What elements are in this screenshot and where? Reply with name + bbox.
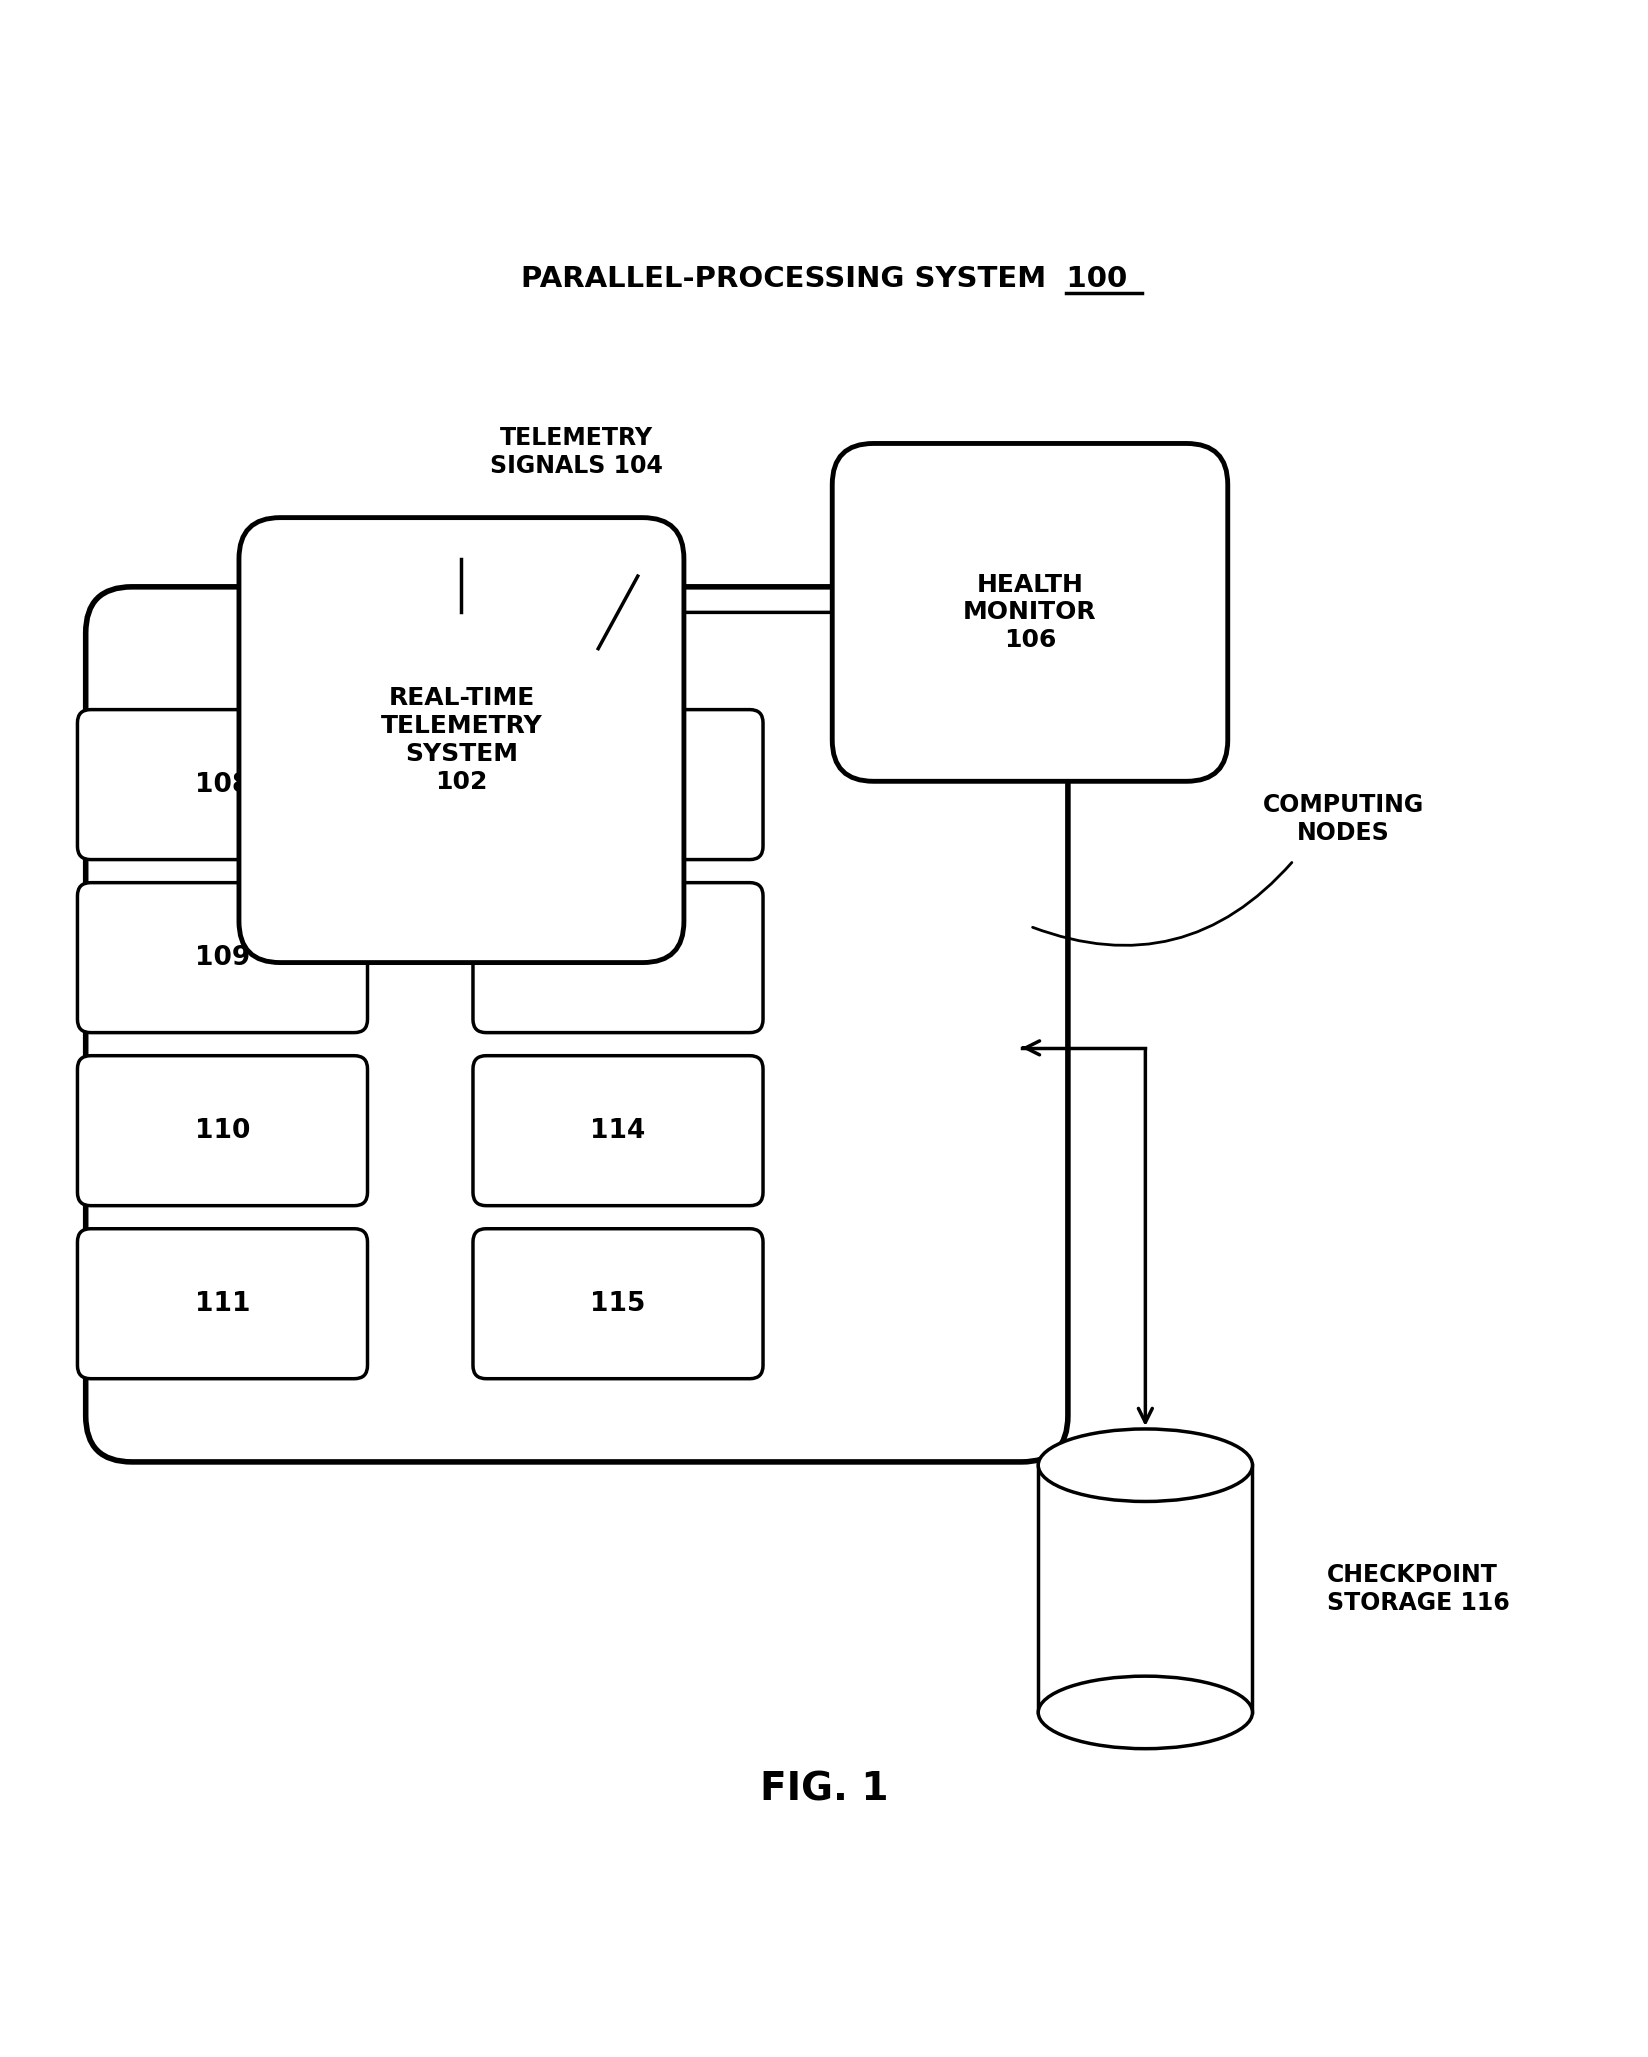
Text: 114: 114 [590, 1117, 646, 1144]
FancyBboxPatch shape [77, 710, 368, 860]
Text: PARALLEL-PROCESSING SYSTEM  100: PARALLEL-PROCESSING SYSTEM 100 [521, 265, 1127, 292]
Text: FIG. 1: FIG. 1 [760, 1771, 888, 1808]
Text: 110: 110 [194, 1117, 250, 1144]
Text: 111: 111 [194, 1290, 250, 1316]
Text: 108: 108 [194, 771, 250, 798]
Text: CHECKPOINT
STORAGE 116: CHECKPOINT STORAGE 116 [1327, 1563, 1510, 1615]
Ellipse shape [1038, 1676, 1252, 1748]
Text: COMPUTING
NODES: COMPUTING NODES [1262, 794, 1424, 845]
FancyBboxPatch shape [86, 586, 1068, 1463]
FancyBboxPatch shape [473, 882, 763, 1033]
FancyBboxPatch shape [832, 444, 1228, 782]
FancyBboxPatch shape [239, 518, 684, 963]
FancyBboxPatch shape [77, 1228, 368, 1378]
FancyBboxPatch shape [473, 710, 763, 860]
Text: HEALTH
MONITOR
106: HEALTH MONITOR 106 [962, 572, 1098, 652]
Text: 109: 109 [194, 944, 250, 971]
Text: 113: 113 [590, 944, 646, 971]
FancyBboxPatch shape [77, 1055, 368, 1205]
Text: REAL-TIME
TELEMETRY
SYSTEM
102: REAL-TIME TELEMETRY SYSTEM 102 [381, 687, 542, 794]
Text: 115: 115 [590, 1290, 646, 1316]
FancyBboxPatch shape [473, 1228, 763, 1378]
Ellipse shape [1038, 1430, 1252, 1502]
Text: TELEMETRY
SIGNALS 104: TELEMETRY SIGNALS 104 [491, 426, 662, 477]
FancyBboxPatch shape [473, 1055, 763, 1205]
Text: 112: 112 [590, 771, 646, 798]
FancyBboxPatch shape [77, 882, 368, 1033]
